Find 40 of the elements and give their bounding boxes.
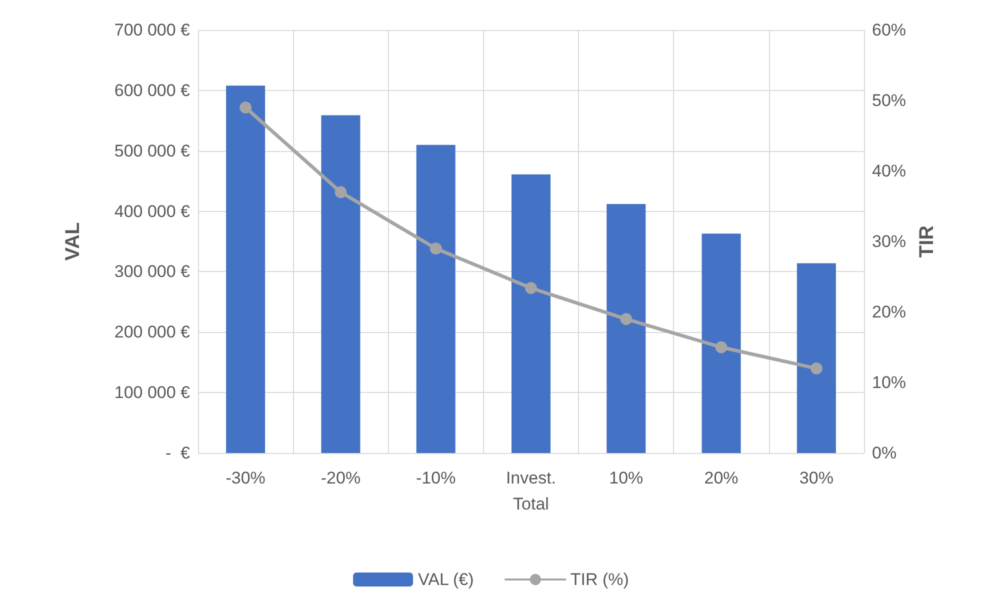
y2-tick-label: 10% bbox=[872, 373, 906, 392]
x-tick-label: -30% bbox=[226, 468, 266, 488]
point bbox=[525, 282, 537, 294]
x-tick-label: 10% bbox=[609, 468, 644, 488]
bar bbox=[416, 144, 456, 453]
point bbox=[810, 362, 822, 374]
point bbox=[620, 313, 632, 326]
y-tick-label: 200 000 € bbox=[114, 322, 191, 342]
y2-tick-label: 60% bbox=[872, 20, 906, 40]
bar bbox=[511, 174, 551, 453]
y2-tick-label: 0% bbox=[872, 444, 897, 462]
x-tick-label: 30% bbox=[799, 468, 834, 488]
x-tick-label: -10% bbox=[416, 468, 456, 488]
y2-tick-label: 30% bbox=[872, 232, 906, 251]
point bbox=[715, 341, 728, 354]
y-tick-label: 700 000 € bbox=[114, 20, 191, 40]
bar bbox=[796, 263, 836, 453]
y-tick-label: 100 000 € bbox=[114, 383, 191, 402]
point bbox=[430, 242, 442, 255]
y-tick-label: - € bbox=[165, 444, 191, 462]
y-tick-label: 300 000 € bbox=[114, 262, 191, 282]
x-tick-label: Invest. Total bbox=[506, 468, 556, 514]
bar bbox=[702, 234, 741, 453]
legend-label: VAL (€) bbox=[418, 570, 474, 589]
y2-tick-label: 50% bbox=[872, 91, 906, 110]
x-tick-label: 20% bbox=[704, 468, 738, 488]
y2-axis-title: TIR bbox=[916, 224, 938, 258]
bar bbox=[226, 86, 266, 453]
x-tick-label: -20% bbox=[320, 468, 361, 488]
y-tick-label: 500 000 € bbox=[114, 141, 191, 160]
y2-tick-label: 20% bbox=[872, 302, 906, 322]
point bbox=[240, 102, 252, 114]
point bbox=[334, 186, 347, 198]
y-tick-label: 600 000 € bbox=[114, 80, 191, 100]
bar bbox=[606, 204, 646, 453]
y2-tick-label: 40% bbox=[872, 162, 906, 180]
y-tick-label: 400 000 € bbox=[114, 202, 191, 221]
legend-label: TIR (%) bbox=[570, 570, 629, 589]
y-axis-title: VAL bbox=[62, 222, 84, 261]
bar bbox=[321, 115, 360, 453]
